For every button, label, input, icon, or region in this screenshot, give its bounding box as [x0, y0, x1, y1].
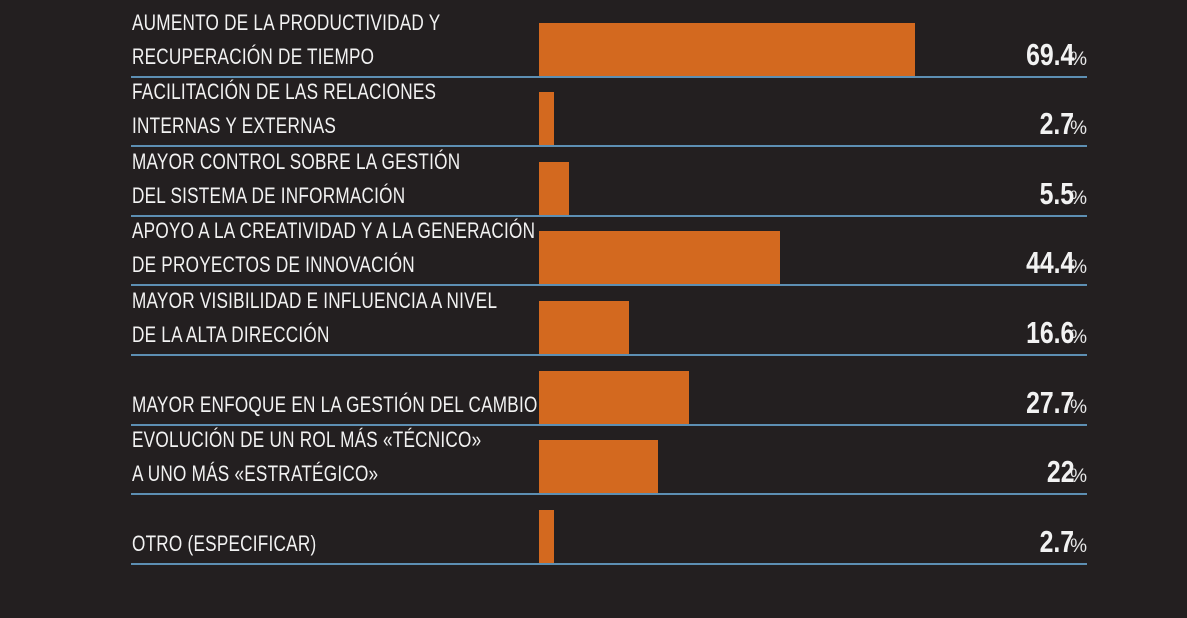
percent-sign: % — [1070, 48, 1087, 70]
category-label: EVOLUCIÓN DE UN ROL MÁS «TÉCNICO» A UNO … — [132, 423, 538, 491]
value-label: 2.7% — [1031, 524, 1087, 560]
category-label-line-2: INTERNAS Y EXTERNAS — [132, 113, 337, 139]
chart-row: MAYOR CONTROL SOBRE LA GESTIÓN DEL SISTE… — [131, 147, 1087, 217]
category-label-line-2: RECUPERACIÓN DE TIEMPO — [132, 43, 375, 69]
value-number: 22 — [1046, 454, 1075, 490]
chart-row: MAYOR VISIBILIDAD E INFLUENCIA A NIVEL D… — [131, 286, 1087, 356]
bar — [539, 22, 916, 76]
percent-sign: % — [1070, 326, 1087, 348]
category-label-line-1: MAYOR CONTROL SOBRE LA GESTIÓN — [132, 148, 461, 174]
category-label: MAYOR CONTROL SOBRE LA GESTIÓN DEL SISTE… — [132, 145, 538, 213]
category-label-line-2: DE LA ALTA DIRECCIÓN — [132, 321, 330, 347]
bar — [539, 509, 554, 563]
value-label: 16.6% — [1014, 315, 1087, 351]
category-label: MAYOR VISIBILIDAD E INFLUENCIA A NIVEL D… — [132, 284, 538, 352]
category-label-line-1: EVOLUCIÓN DE UN ROL MÁS «TÉCNICO» — [132, 427, 482, 453]
category-label-line-2: A UNO MÁS «ESTRATÉGICO» — [132, 461, 379, 487]
value-number: 69.4 — [1025, 36, 1075, 72]
value-label: 69.4% — [1014, 37, 1087, 73]
percent-sign: % — [1070, 535, 1087, 557]
value-number: 44.4 — [1025, 245, 1075, 281]
percent-sign: % — [1070, 257, 1087, 279]
percent-sign: % — [1070, 466, 1087, 488]
bar — [539, 300, 629, 354]
percent-sign: % — [1070, 187, 1087, 209]
category-label-line-1: FACILITACIÓN DE LAS RELACIONES — [132, 79, 437, 105]
value-label: 2.7% — [1031, 106, 1087, 142]
chart-row: FACILITACIÓN DE LAS RELACIONES INTERNAS … — [131, 78, 1087, 148]
percent-sign: % — [1070, 396, 1087, 418]
chart-row: MAYOR ENFOQUE EN LA GESTIÓN DEL CAMBIO 2… — [131, 356, 1087, 426]
bar — [539, 440, 659, 494]
chart-row: APOYO A LA CREATIVIDAD Y A LA GENERACIÓN… — [131, 217, 1087, 287]
chart-row: OTRO (ESPECIFICAR) 2.7% — [131, 495, 1087, 565]
bar — [539, 161, 569, 215]
category-label-line-2: MAYOR ENFOQUE EN LA GESTIÓN DEL CAMBIO — [132, 391, 538, 417]
category-label: MAYOR ENFOQUE EN LA GESTIÓN DEL CAMBIO — [132, 354, 538, 422]
category-label-line-1 — [132, 493, 538, 527]
category-label-line-2: DEL SISTEMA DE INFORMACIÓN — [132, 182, 406, 208]
chart-row: AUMENTO DE LA PRODUCTIVIDAD Y RECUPERACI… — [131, 8, 1087, 78]
category-label-line-2: DE PROYECTOS DE INNOVACIÓN — [132, 252, 415, 278]
value-number: 5.5 — [1039, 175, 1075, 211]
value-number: 2.7 — [1039, 523, 1075, 559]
category-label: FACILITACIÓN DE LAS RELACIONES INTERNAS … — [132, 75, 538, 143]
value-label: 27.7% — [1014, 385, 1087, 421]
bar — [539, 231, 780, 285]
value-label: 44.4% — [1014, 245, 1087, 281]
category-label-line-1: APOYO A LA CREATIVIDAD Y A LA GENERACIÓN — [132, 218, 536, 244]
category-label: OTRO (ESPECIFICAR) — [132, 493, 538, 561]
value-number: 27.7 — [1025, 384, 1075, 420]
value-label: 22% — [1040, 454, 1087, 490]
category-label-line-2: OTRO (ESPECIFICAR) — [132, 530, 317, 556]
percent-sign: % — [1070, 118, 1087, 140]
value-number: 16.6 — [1025, 314, 1075, 350]
category-label: AUMENTO DE LA PRODUCTIVIDAD Y RECUPERACI… — [132, 6, 538, 74]
value-label: 5.5% — [1031, 176, 1087, 212]
chart-row: EVOLUCIÓN DE UN ROL MÁS «TÉCNICO» A UNO … — [131, 426, 1087, 496]
value-number: 2.7 — [1039, 106, 1075, 142]
horizontal-bar-chart: AUMENTO DE LA PRODUCTIVIDAD Y RECUPERACI… — [131, 8, 1087, 565]
category-label-line-1: AUMENTO DE LA PRODUCTIVIDAD Y — [132, 9, 441, 35]
bar — [539, 92, 554, 146]
bar — [539, 370, 690, 424]
category-label: APOYO A LA CREATIVIDAD Y A LA GENERACIÓN… — [132, 214, 538, 282]
category-label-line-1 — [132, 354, 538, 388]
category-label-line-1: MAYOR VISIBILIDAD E INFLUENCIA A NIVEL — [132, 287, 498, 313]
